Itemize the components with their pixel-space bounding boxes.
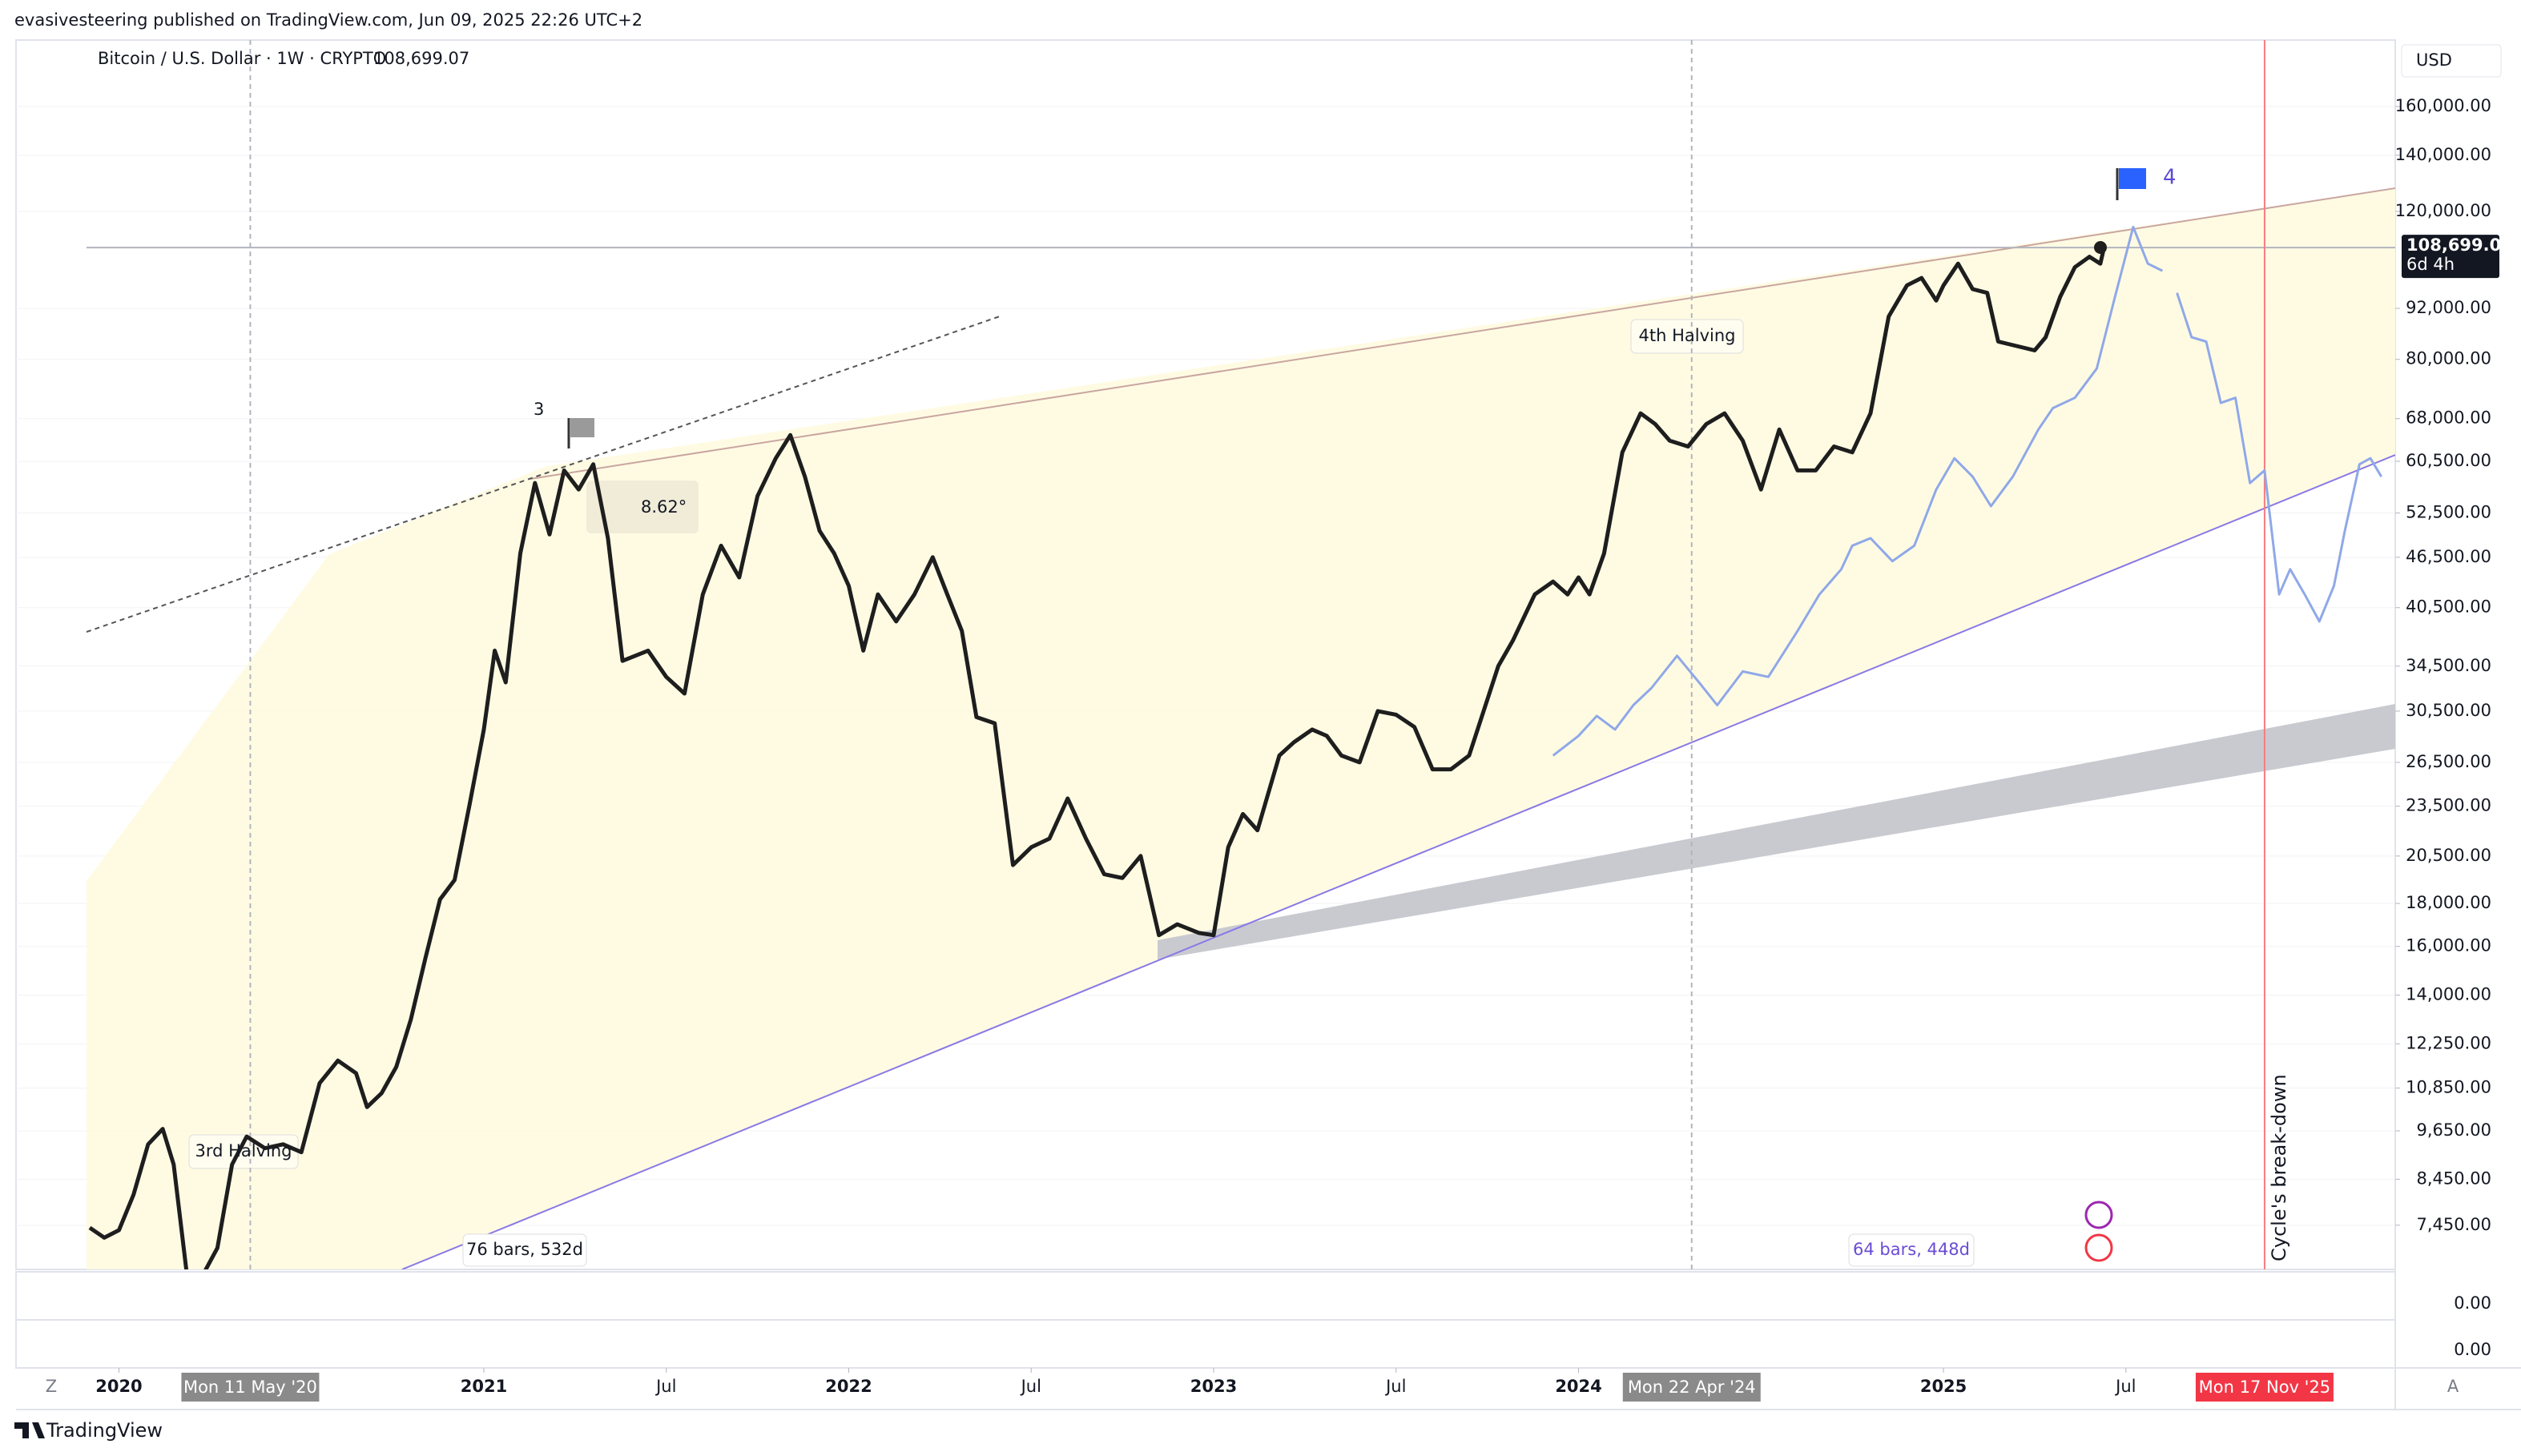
x-tick-label: 2024 (1555, 1377, 1601, 1396)
x-tick-label: 2025 (1920, 1377, 1967, 1396)
price-line (88, 247, 2106, 1269)
annotation: 4th Halving (1639, 326, 1736, 345)
x-tick-label: Jul (1384, 1377, 1406, 1396)
axis-button[interactable]: Z (46, 1377, 57, 1396)
label-box (462, 1233, 587, 1267)
y-tick-label: 18,000.00 (2406, 893, 2491, 912)
flag-3 (567, 418, 594, 448)
x-tick-label: 2021 (461, 1377, 507, 1396)
y-tick-label: 12,250.00 (2406, 1033, 2491, 1052)
y-tick-label: 140,000.00 (2395, 145, 2491, 164)
y-tick-label: 52,500.00 (2406, 503, 2491, 522)
y-tick-label: 40,500.00 (2406, 597, 2491, 617)
dotted-trendline (86, 316, 1001, 633)
flag-4 (2116, 168, 2146, 200)
annotation: Cycle's break-down (2268, 1074, 2290, 1261)
x-tick-label: 2023 (1190, 1377, 1237, 1396)
publisher: evasivesteering published on TradingView… (14, 10, 642, 30)
x-tick-label: Jul (2114, 1377, 2136, 1396)
x-tick-label: 2020 (95, 1377, 142, 1396)
y-tick-label: 46,500.00 (2406, 547, 2491, 566)
y-tick-label: 10,850.00 (2406, 1078, 2491, 1097)
y-tick-label: 7,450.00 (2416, 1215, 2491, 1234)
symbol-price: 108,699.07 (373, 49, 469, 68)
marker-label: Mon 11 May '20 (183, 1378, 317, 1397)
lower-trendline (401, 454, 2395, 1269)
annotation: 76 bars, 532d (466, 1240, 583, 1259)
annotation: 4 (2163, 166, 2177, 190)
x-tick-label: Jul (1020, 1377, 1041, 1396)
y-tick-label: 60,500.00 (2406, 451, 2491, 470)
marker-label: Mon 17 Nov '25 (2199, 1378, 2331, 1397)
y-tick-label: 14,000.00 (2406, 985, 2491, 1004)
price-line (1552, 225, 2382, 757)
price-badge (2402, 235, 2499, 279)
y-tick-label: 26,500.00 (2406, 752, 2491, 771)
label-box (1630, 319, 1744, 354)
y-tick-label: 30,500.00 (2406, 701, 2491, 720)
annotation: 3rd Halving (195, 1141, 292, 1160)
x-tick-label: Jul (654, 1377, 676, 1396)
y-tick-label: 9,650.00 (2416, 1120, 2491, 1140)
event-icon (2084, 1201, 2113, 1229)
support-band (1158, 704, 2395, 959)
lower-pane-label: 0.00 (2454, 1293, 2491, 1313)
symbol-title: Bitcoin / U.S. Dollar · 1W · CRYPTO (98, 49, 386, 68)
annotation: 3 (534, 400, 544, 419)
annotation: 64 bars, 448d (1853, 1240, 1970, 1259)
series-layer (88, 225, 2382, 1269)
upper-trendline (530, 187, 2395, 480)
currency: USD (2416, 50, 2452, 70)
y-tick-label: 92,000.00 (2406, 298, 2491, 317)
marker-box (181, 1373, 320, 1402)
countdown: 6d 4h (2406, 255, 2455, 274)
y-tick-label: 16,000.00 (2406, 936, 2491, 955)
y-tick-label: 160,000.00 (2395, 96, 2491, 115)
y-tick-label: 120,000.00 (2395, 201, 2491, 220)
x-tick-label: 2022 (825, 1377, 872, 1396)
angle-label: 8.62° (641, 497, 687, 517)
marker-box (2195, 1373, 2334, 1402)
y-tick-label: 23,500.00 (2406, 796, 2491, 815)
price-badge-label: 108,699.07 (2406, 235, 2513, 255)
y-tick-label: 34,500.00 (2406, 656, 2491, 675)
brand: TradingView (46, 1419, 163, 1442)
marker-box (1622, 1373, 1761, 1402)
y-tick-label: 80,000.00 (2406, 349, 2491, 368)
y-tick-label: 20,500.00 (2406, 846, 2491, 865)
angle-box (586, 481, 699, 533)
y-tick-label: 8,450.00 (2416, 1168, 2491, 1188)
lower-pane-label: 0.00 (2454, 1340, 2491, 1359)
label-box (1848, 1233, 1975, 1267)
drawings (16, 40, 2395, 1269)
marker-label: Mon 22 Apr '24 (1628, 1378, 1756, 1397)
currency-box[interactable] (2401, 44, 2502, 78)
axis-button[interactable]: A (2447, 1377, 2459, 1396)
y-tick-label: 68,000.00 (2406, 408, 2491, 428)
overlay: Bitcoin / U.S. Dollar · 1W · CRYPTO 108,… (14, 44, 2513, 1442)
brand-logo (14, 1422, 45, 1438)
event-icon (2084, 1233, 2113, 1262)
